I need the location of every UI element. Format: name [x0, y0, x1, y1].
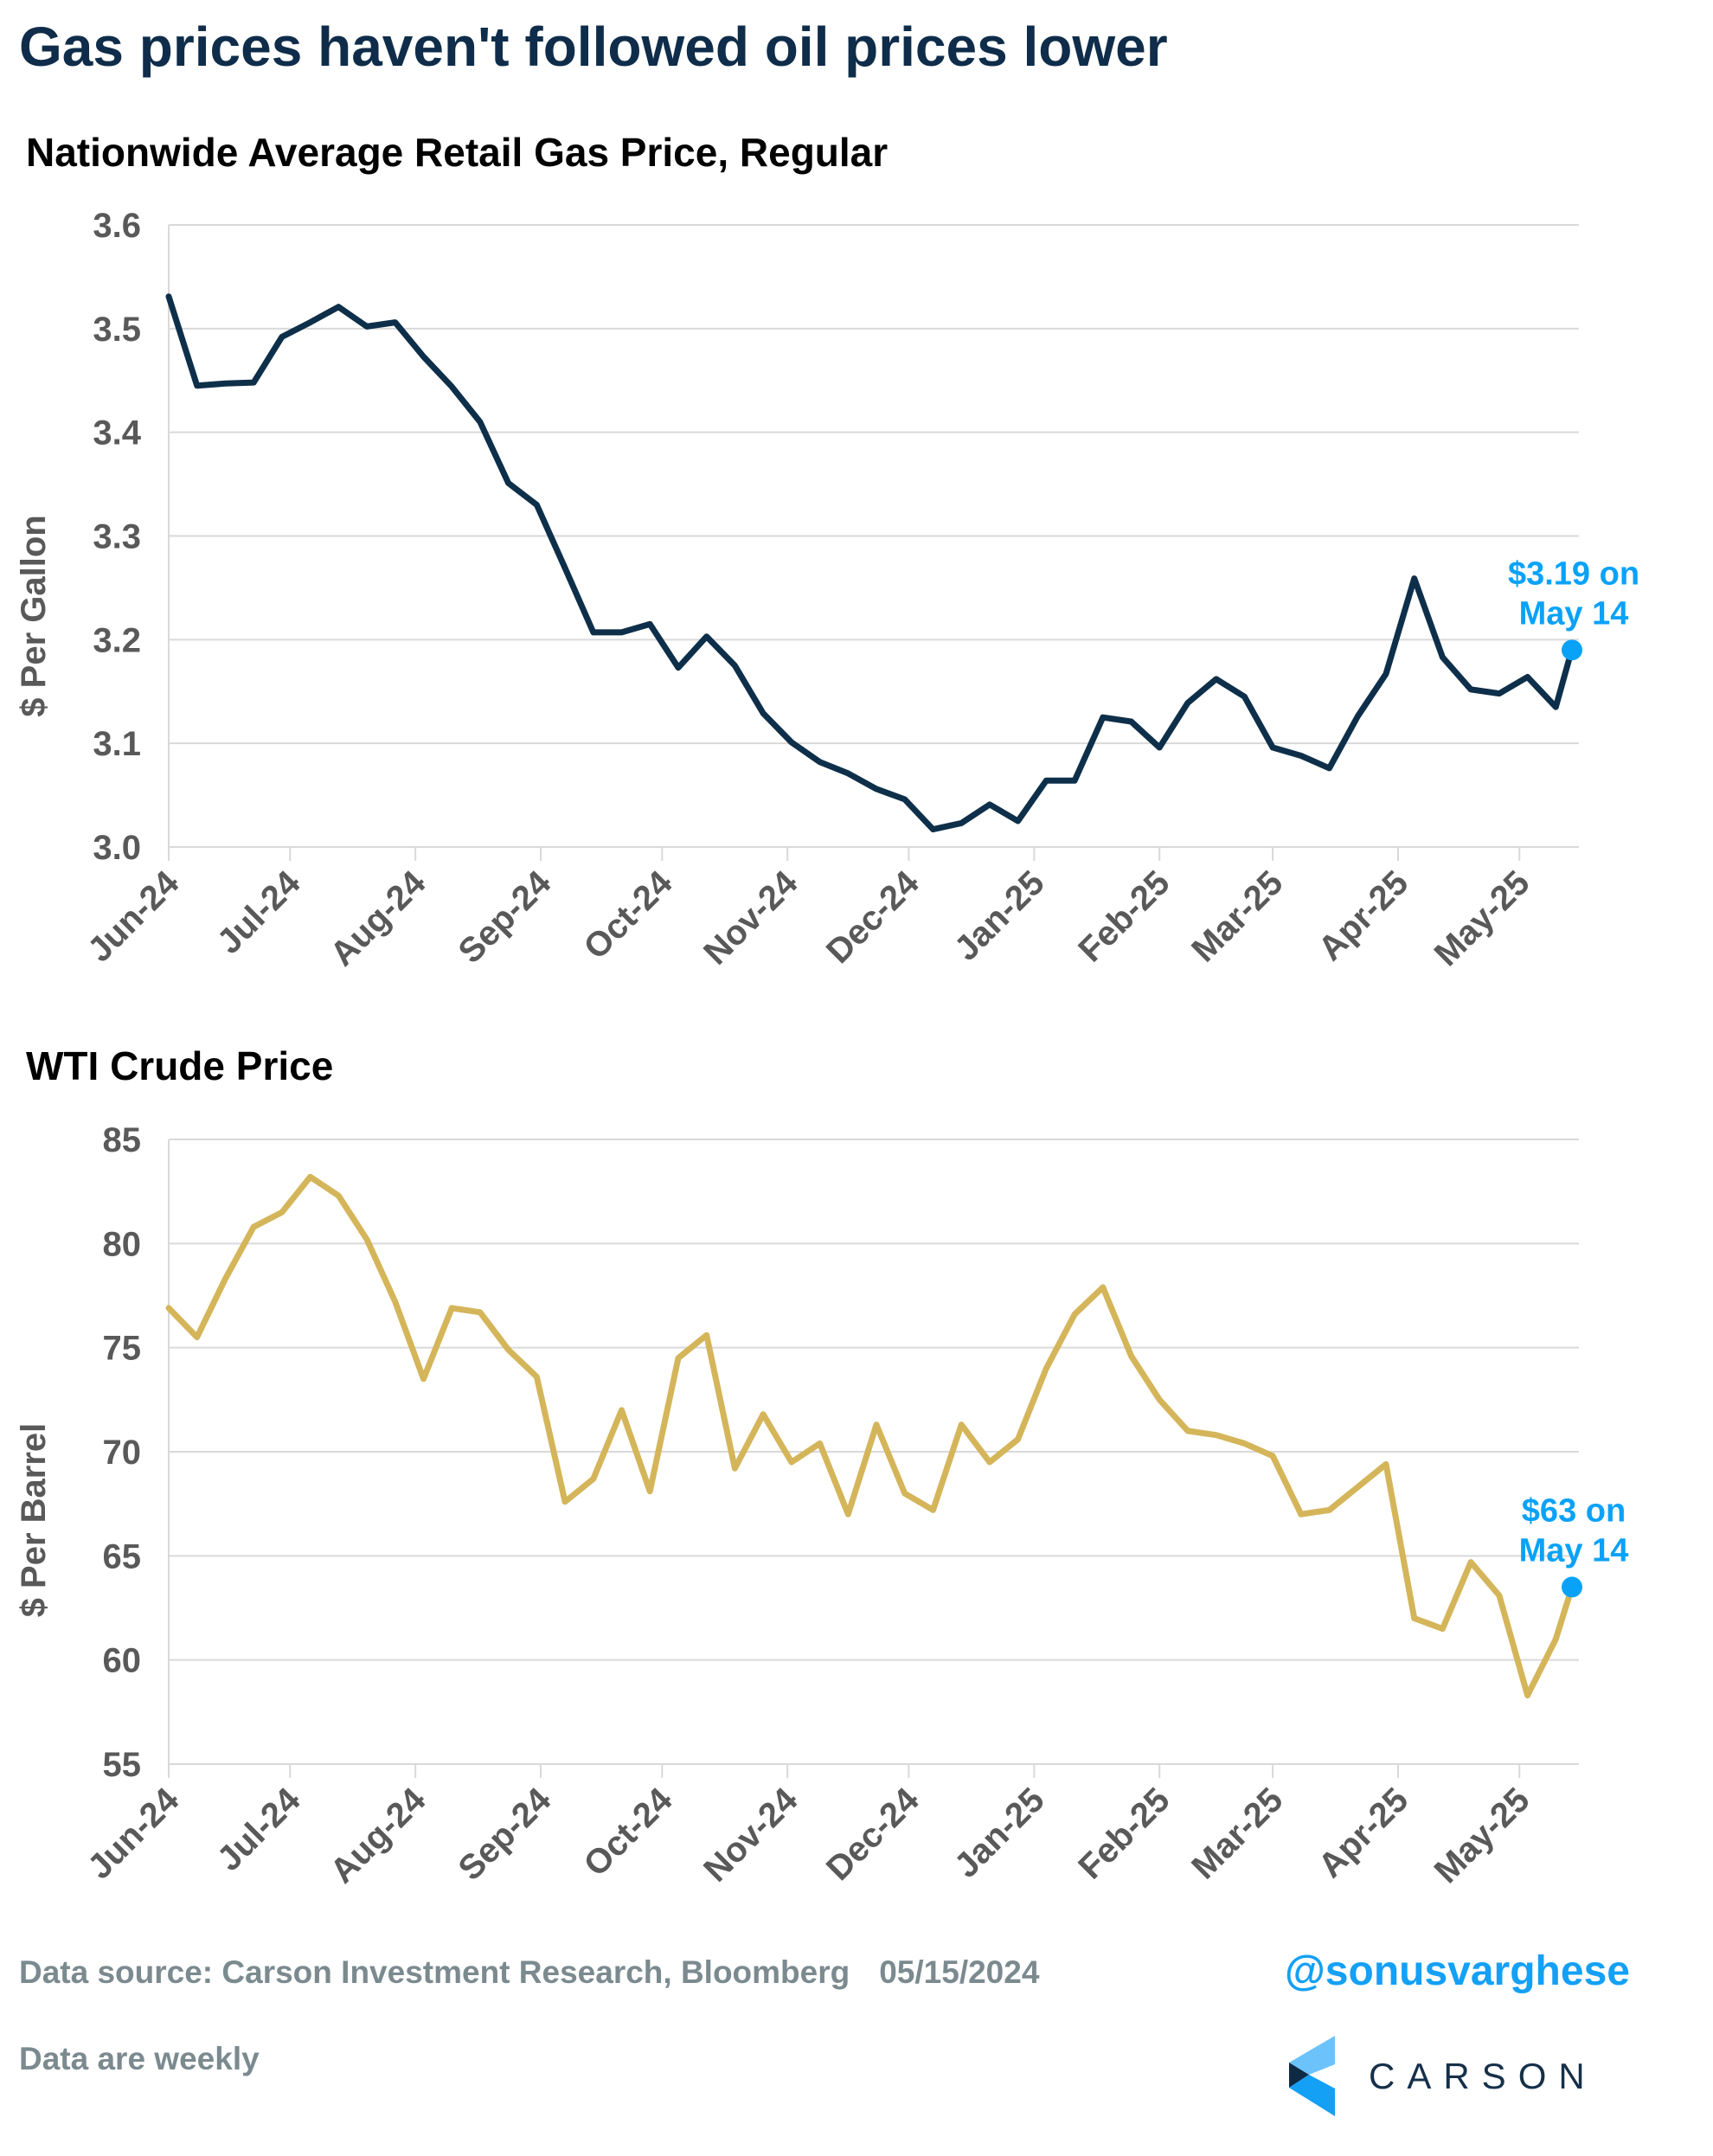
y-tick-label: 3.4	[93, 414, 141, 452]
carson-logo: CARSON	[1289, 2036, 1597, 2116]
latest-value-marker	[1562, 1576, 1582, 1598]
logo-mark-bottom	[1289, 2075, 1335, 2116]
x-tick-label: Aug-24	[324, 1781, 434, 1891]
source-date: 05/15/2024	[879, 1954, 1040, 1990]
y-tick-label: 70	[103, 1434, 142, 1472]
x-tick-label: Jun-24	[80, 1781, 187, 1887]
y-tick-label: 60	[103, 1642, 142, 1680]
x-tick-label: Mar-25	[1184, 863, 1290, 969]
chart-title: Nationwide Average Retail Gas Price, Reg…	[26, 130, 888, 175]
x-tick-label: Sep-24	[452, 863, 559, 971]
logo-mark-top	[1289, 2036, 1335, 2075]
x-tick-label: Apr-25	[1312, 863, 1416, 968]
wti-price-chart: WTI Crude Price $ Per Barrel 55 60 65 70 75 8…	[15, 1043, 1628, 1890]
y-axis-title: $ Per Barrel	[15, 1423, 53, 1618]
x-tick-label: Jul-24	[210, 863, 308, 961]
annotation-line2: May 14	[1519, 1532, 1629, 1569]
x-tick-label: May-25	[1428, 1781, 1537, 1890]
y-tick-label: 80	[103, 1225, 142, 1263]
page-title: Gas prices haven't followed oil prices l…	[19, 16, 1168, 78]
y-tick-label: 3.5	[93, 311, 141, 349]
x-tick-label: Jan-25	[947, 863, 1052, 968]
series-line	[165, 293, 1575, 833]
x-tick-label: Jul-24	[210, 1781, 308, 1878]
y-tick-label: 55	[103, 1746, 142, 1784]
x-tick-label: Feb-25	[1071, 1781, 1177, 1886]
data-frequency-note: Data are weekly	[19, 2041, 260, 2076]
x-tick-label: Feb-25	[1071, 863, 1177, 969]
x-tick-label: Jan-25	[947, 1781, 1052, 1885]
annotation-line1: $3.19 on	[1508, 555, 1639, 592]
annotation-line2: May 14	[1519, 595, 1629, 632]
annotation-line1: $63 on	[1522, 1492, 1626, 1529]
gas-price-chart: Nationwide Average Retail Gas Price, Reg…	[15, 130, 1639, 973]
x-tick-label: Dec-24	[819, 863, 927, 971]
series-line	[165, 1173, 1575, 1699]
y-axis-title: $ Per Gallon	[15, 515, 53, 716]
chart-title: WTI Crude Price	[26, 1043, 333, 1088]
x-tick-label: Nov-24	[696, 1781, 805, 1890]
y-tick-label: 85	[103, 1121, 142, 1159]
x-tick-label: Nov-24	[696, 863, 805, 972]
x-tick-label: Mar-25	[1184, 1781, 1290, 1886]
logo-text: CARSON	[1369, 2056, 1597, 2096]
x-tick-label: Dec-24	[819, 1781, 927, 1888]
y-tick-label: 3.2	[93, 621, 141, 659]
x-tick-label: Sep-24	[452, 1781, 559, 1888]
logo-mark-middle	[1289, 2063, 1309, 2088]
x-tick-label: Aug-24	[324, 863, 434, 974]
twitter-handle: @sonusvarghese	[1285, 1948, 1630, 1994]
x-tick-label: Apr-25	[1312, 1781, 1416, 1885]
x-tick-label: May-25	[1428, 863, 1537, 973]
y-tick-label: 3.1	[93, 725, 141, 763]
x-tick-label: Jun-24	[80, 863, 187, 970]
y-tick-label: 65	[103, 1537, 142, 1575]
y-tick-label: 75	[103, 1330, 142, 1368]
latest-value-marker	[1562, 639, 1582, 661]
data-source: Data source: Carson Investment Research,…	[19, 1954, 1040, 1990]
x-tick-label: Oct-24	[576, 1781, 680, 1884]
x-tick-label: Oct-24	[576, 863, 680, 967]
y-tick-label: 3.3	[93, 518, 141, 556]
y-tick-label: 3.0	[93, 829, 141, 867]
source-text: Data source: Carson Investment Research,…	[19, 1954, 850, 1990]
y-tick-label: 3.6	[93, 207, 141, 245]
